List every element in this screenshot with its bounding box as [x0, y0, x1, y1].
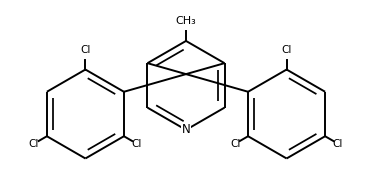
- Text: Cl: Cl: [230, 139, 240, 149]
- Text: Cl: Cl: [29, 139, 39, 149]
- Text: Cl: Cl: [80, 45, 91, 55]
- Text: Cl: Cl: [132, 139, 142, 149]
- Text: N: N: [182, 123, 190, 136]
- Text: Cl: Cl: [281, 45, 292, 55]
- Text: Cl: Cl: [333, 139, 343, 149]
- Text: CH₃: CH₃: [176, 16, 196, 26]
